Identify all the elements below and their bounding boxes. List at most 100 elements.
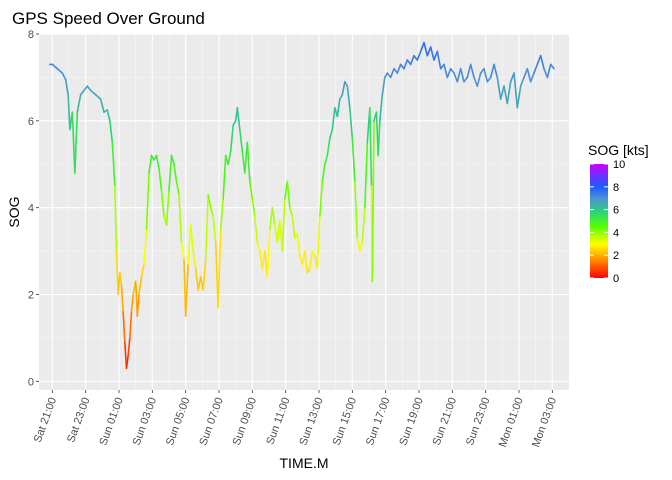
series-segment bbox=[158, 167, 163, 192]
series-segment bbox=[56, 67, 64, 74]
legend-label: 10 bbox=[613, 159, 625, 171]
series-segment bbox=[236, 107, 241, 131]
series-segment bbox=[64, 78, 69, 96]
grid-lines bbox=[39, 33, 569, 390]
series-segment bbox=[296, 232, 301, 257]
series-segment bbox=[506, 80, 512, 105]
x-tick-label: Sun 23:00 bbox=[464, 396, 492, 447]
series-segment bbox=[79, 89, 85, 96]
series-segment bbox=[251, 198, 256, 218]
sog-series bbox=[49, 41, 555, 370]
series-segment bbox=[229, 124, 234, 153]
series-segment bbox=[197, 276, 202, 291]
series-segment bbox=[546, 63, 552, 79]
series-segment bbox=[145, 172, 150, 231]
series-segment bbox=[349, 107, 354, 139]
series-segment bbox=[529, 72, 535, 83]
series-segment bbox=[170, 154, 175, 166]
series-segment bbox=[456, 67, 462, 83]
series-segment bbox=[346, 85, 351, 109]
series-segment bbox=[106, 109, 111, 122]
series-segment bbox=[356, 237, 361, 252]
series-segment bbox=[426, 46, 432, 57]
series-segment bbox=[416, 50, 422, 61]
series-segment bbox=[549, 63, 555, 70]
series-segment bbox=[469, 63, 475, 79]
series-segment bbox=[419, 41, 425, 53]
x-tick-label: Sat 23:00 bbox=[65, 396, 92, 444]
series-segment bbox=[249, 180, 254, 200]
series-segment bbox=[289, 206, 294, 218]
legend-label: 8 bbox=[613, 182, 619, 194]
series-segment bbox=[489, 63, 495, 79]
series-segment bbox=[311, 250, 316, 257]
x-tick-label: Sun 15:00 bbox=[331, 396, 359, 447]
series-segment bbox=[381, 76, 386, 96]
x-tick-label: Sun 19:00 bbox=[397, 396, 425, 447]
series-segment bbox=[207, 193, 212, 209]
series-segment bbox=[336, 98, 341, 118]
series-segment bbox=[339, 93, 344, 100]
series-segment bbox=[304, 250, 309, 274]
series-segment bbox=[493, 63, 499, 79]
legend: SOG [kts] 10 8 6 4 2 0 bbox=[588, 142, 649, 285]
series-segment bbox=[61, 72, 67, 81]
series-segment bbox=[140, 263, 145, 278]
series-segment bbox=[212, 215, 217, 244]
series-segment bbox=[429, 46, 435, 61]
series-segment bbox=[433, 50, 439, 61]
plot-panel bbox=[39, 34, 569, 390]
series-segment bbox=[523, 67, 529, 79]
series-segment bbox=[111, 141, 116, 187]
series-segment bbox=[476, 72, 482, 87]
series-segment bbox=[115, 250, 119, 296]
series-segment bbox=[67, 93, 71, 131]
x-axis-ticks: Sat 21:00 Sat 23:00 Sun 01:00 Sun 03:00 Sun … bbox=[32, 390, 559, 449]
series-segment bbox=[239, 128, 244, 153]
legend-labels: 10 8 6 4 2 0 bbox=[590, 159, 625, 285]
series-segment bbox=[99, 98, 105, 113]
series-segment bbox=[543, 67, 549, 79]
x-tick-label: Sun 21:00 bbox=[431, 396, 459, 447]
series-segment bbox=[271, 206, 276, 226]
series-segment bbox=[463, 76, 469, 83]
series-segment bbox=[369, 107, 373, 187]
x-tick-label: Sun 01:00 bbox=[97, 396, 125, 447]
series-segment bbox=[165, 189, 170, 226]
series-segment bbox=[155, 154, 160, 170]
series-segment bbox=[122, 311, 126, 344]
series-segment bbox=[436, 50, 442, 70]
series-segment bbox=[306, 267, 311, 274]
series-segment bbox=[246, 141, 251, 183]
y-tick-label: 2 bbox=[28, 289, 34, 301]
y-tick-label: 6 bbox=[28, 116, 34, 128]
series-segment bbox=[321, 163, 326, 183]
series-segment bbox=[396, 63, 402, 74]
series-segment bbox=[324, 154, 329, 166]
series-segment bbox=[266, 228, 271, 278]
series-segment bbox=[341, 80, 346, 96]
series-segment bbox=[76, 93, 82, 113]
series-segment bbox=[309, 250, 314, 270]
series-segment bbox=[189, 224, 194, 252]
series-segment bbox=[359, 241, 364, 252]
series-segment bbox=[124, 341, 128, 370]
series-segment bbox=[227, 150, 232, 166]
series-segment bbox=[423, 41, 429, 57]
series-segment bbox=[119, 271, 123, 287]
series-segment bbox=[496, 76, 502, 100]
series-segment bbox=[209, 206, 214, 218]
series-segment bbox=[109, 120, 114, 144]
legend-label: 6 bbox=[613, 205, 619, 217]
series-segment bbox=[178, 193, 183, 244]
series-segment bbox=[192, 250, 197, 270]
series-segment bbox=[486, 76, 492, 83]
series-segment bbox=[136, 293, 140, 318]
x-tick-label: Mon 01:00 bbox=[497, 396, 526, 449]
y-axis-ticks: 0 2 4 6 8 bbox=[28, 29, 39, 388]
series-segment bbox=[526, 67, 532, 83]
series-segment bbox=[256, 241, 261, 252]
series-segment bbox=[219, 198, 224, 231]
y-tick-label: 4 bbox=[28, 203, 34, 215]
series-segment bbox=[180, 241, 185, 261]
